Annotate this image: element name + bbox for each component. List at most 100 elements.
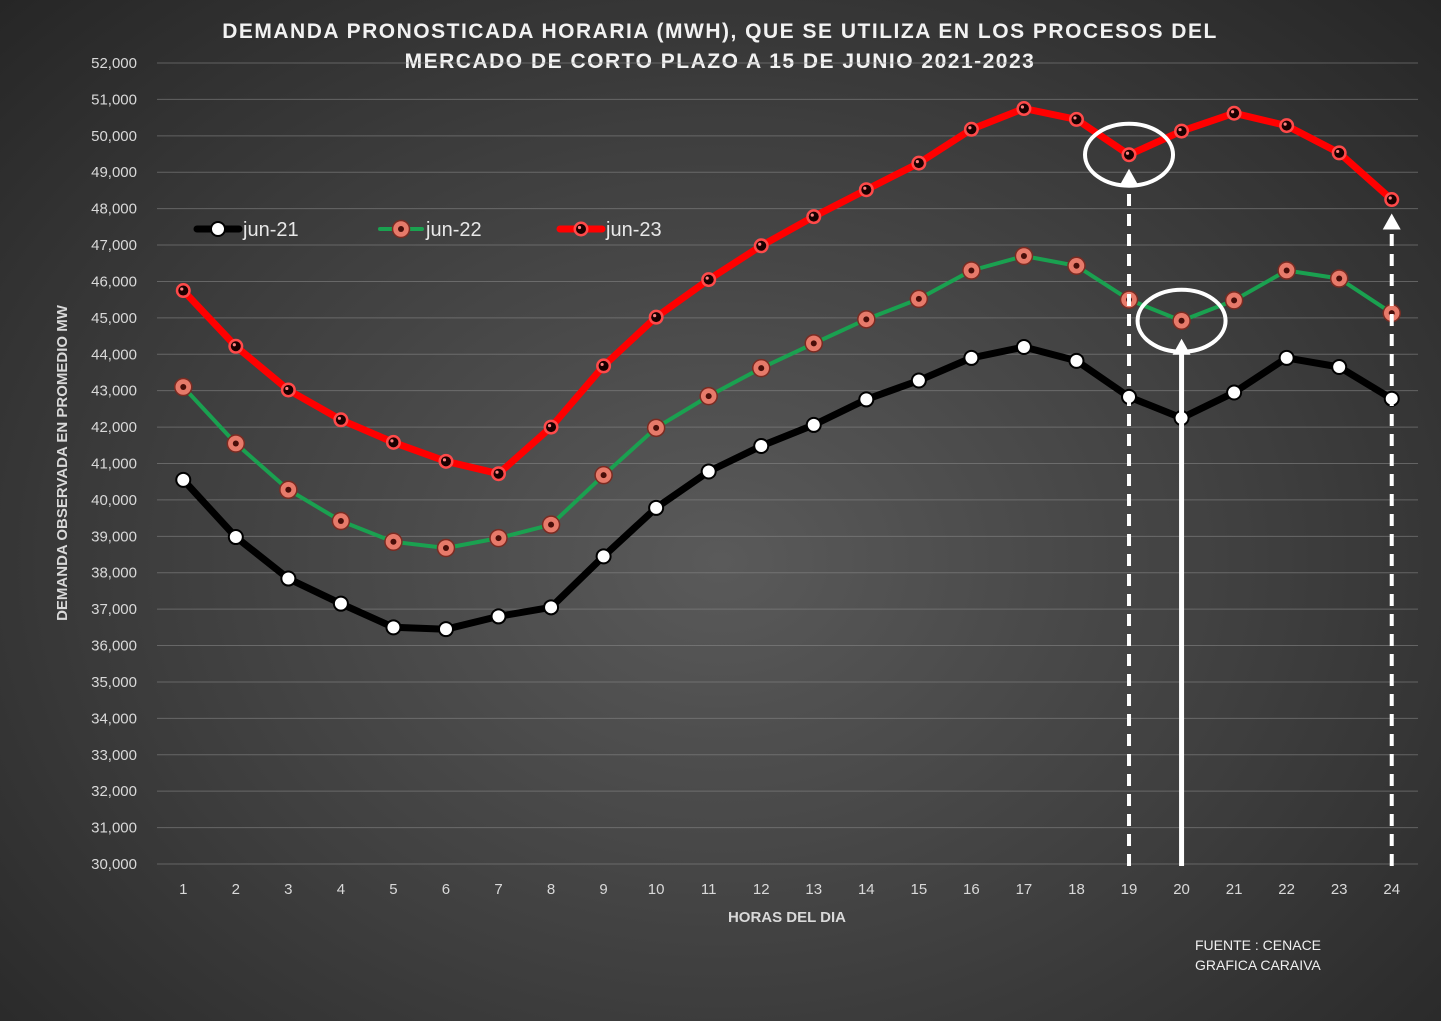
data-point (543, 419, 559, 435)
x-tick-label: 2 (232, 881, 240, 898)
series-line (179, 105, 1396, 478)
data-point (573, 221, 589, 237)
x-tick-label: 10 (648, 881, 665, 898)
chart-title: DEMANDA PRONOSTICADA HORARIA (MWH), QUE … (222, 20, 1218, 73)
data-point (1278, 349, 1295, 366)
data-point (210, 221, 226, 237)
data-point (280, 382, 296, 398)
y-tick-label: 45,000 (91, 310, 137, 327)
y-tick-label: 33,000 (91, 747, 137, 764)
data-point (648, 499, 665, 516)
y-tick-label: 37,000 (91, 601, 137, 618)
x-tick-label: 15 (911, 881, 928, 898)
data-point (227, 529, 244, 546)
y-tick-label: 31,000 (91, 820, 137, 837)
y-tick-label: 35,000 (91, 674, 137, 691)
data-point (1015, 338, 1032, 355)
data-point (858, 182, 874, 198)
data-point (1068, 111, 1084, 127)
x-tick-label: 1 (179, 881, 187, 898)
data-point (1067, 256, 1086, 276)
data-point (596, 358, 612, 374)
y-tick-label: 30,000 (91, 856, 137, 873)
x-tick-label: 18 (1068, 881, 1085, 898)
series-jun-22 (174, 246, 1401, 558)
y-axis-tick-labels: 30,000 31,000 32,000 33,000 34,000 35,000 36,0… (91, 55, 137, 873)
data-point (1121, 147, 1137, 163)
x-tick-label: 22 (1278, 881, 1295, 898)
data-point (436, 538, 456, 558)
data-point (384, 532, 403, 552)
y-tick-label: 43,000 (91, 383, 137, 400)
data-point (490, 608, 507, 625)
data-point (594, 465, 613, 485)
data-point (175, 283, 191, 299)
data-point (699, 386, 718, 406)
x-tick-label: 20 (1173, 881, 1190, 898)
data-point (280, 570, 297, 587)
x-tick-label: 19 (1121, 881, 1138, 898)
source-line-2: GRAFICA CARAIVA (1195, 957, 1321, 973)
y-tick-label: 38,000 (91, 565, 137, 582)
data-point (391, 219, 411, 239)
data-point (541, 515, 561, 534)
legend-item-jun-21: jun-21 (193, 219, 299, 241)
x-tick-label: 21 (1226, 881, 1243, 898)
x-tick-label: 4 (337, 881, 345, 898)
x-axis-title: HORAS DEL DIA (728, 909, 846, 926)
series-line (179, 343, 1396, 633)
data-point (332, 595, 349, 612)
data-point (1279, 118, 1295, 134)
data-point (333, 412, 349, 428)
x-tick-label: 9 (599, 881, 607, 898)
data-point (1016, 101, 1032, 117)
data-point (701, 272, 717, 288)
y-axis-title: DEMANDA OBSERVADA EN PROMEDIO MW (54, 304, 71, 621)
data-point (1277, 261, 1296, 280)
x-tick-label: 5 (389, 881, 397, 898)
data-point (1329, 269, 1349, 288)
data-point (1172, 311, 1191, 331)
data-point (437, 621, 454, 638)
chart-title-line-1: DEMANDA PRONOSTICADA HORARIA (MWH), QUE … (222, 20, 1218, 43)
y-tick-label: 36,000 (91, 638, 137, 655)
x-tick-label: 17 (1016, 881, 1033, 898)
data-point (753, 238, 769, 254)
data-point (1331, 359, 1348, 376)
chart-title-line-2: MERCADO DE CORTO PLAZO A 15 DE JUNIO 202… (405, 50, 1036, 73)
data-point (804, 334, 824, 353)
y-tick-label: 47,000 (91, 237, 137, 254)
data-point (228, 338, 244, 354)
data-point (438, 453, 454, 469)
x-tick-label: 23 (1331, 881, 1348, 898)
data-point (1068, 352, 1085, 369)
data-point (1224, 291, 1244, 310)
y-tick-label: 44,000 (91, 346, 137, 363)
source-note: FUENTE : CENACE GRAFICA CARAIVA (1195, 937, 1321, 973)
data-point (805, 416, 822, 433)
data-point (911, 155, 927, 171)
x-tick-label: 16 (963, 881, 980, 898)
legend-label: jun-22 (425, 219, 482, 241)
series-jun-21 (175, 338, 1400, 638)
data-point (963, 349, 980, 366)
y-tick-label: 52,000 (91, 55, 137, 72)
data-point (1174, 123, 1190, 139)
y-tick-label: 50,000 (91, 128, 137, 145)
y-tick-label: 41,000 (91, 456, 137, 473)
data-point (1226, 105, 1242, 121)
data-point (385, 619, 402, 636)
data-point (175, 471, 192, 488)
data-point (753, 438, 770, 455)
data-series (174, 101, 1401, 638)
y-tick-label: 32,000 (91, 783, 137, 800)
y-tick-label: 46,000 (91, 273, 137, 290)
data-point (858, 391, 875, 408)
data-point (962, 261, 981, 280)
x-tick-label: 12 (753, 881, 770, 898)
legend-label: jun-23 (605, 219, 662, 241)
y-tick-label: 48,000 (91, 201, 137, 218)
data-point (1331, 145, 1347, 161)
data-point (331, 511, 351, 531)
